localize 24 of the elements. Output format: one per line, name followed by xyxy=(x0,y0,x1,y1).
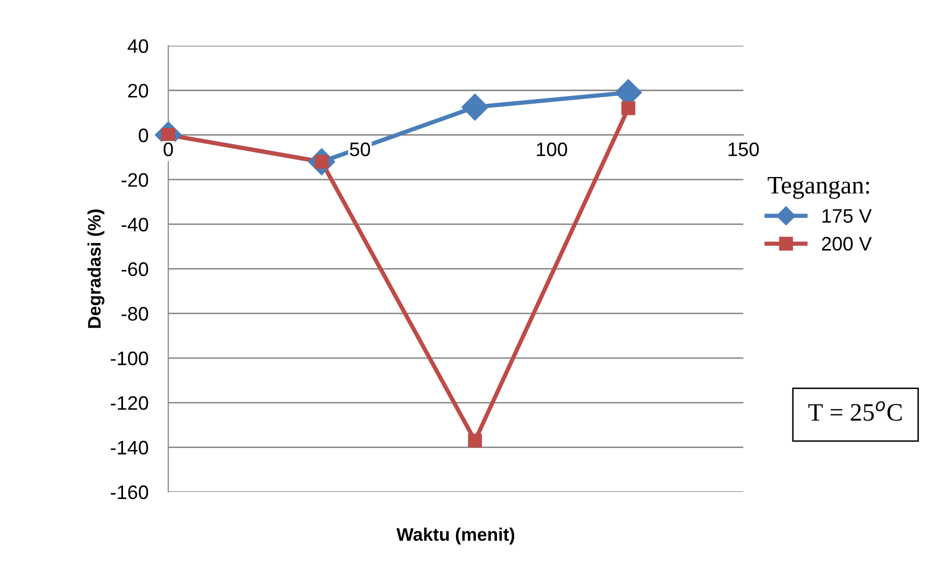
y-tick-label: -100 xyxy=(110,352,148,366)
y-tick-label: -60 xyxy=(122,262,148,276)
y-tick-label: 0 xyxy=(138,128,148,142)
y-tick-label: -140 xyxy=(110,440,148,455)
y-tick-label: -120 xyxy=(110,396,148,410)
y-tick-label: -20 xyxy=(122,173,148,187)
y-tick-label: 40 xyxy=(128,39,148,53)
x-axis-title: Waktu (menit) xyxy=(396,528,514,544)
x-tick-label: 50 xyxy=(350,142,370,156)
x-tick-label: 150 xyxy=(728,142,759,156)
legend-label: 175 V xyxy=(822,209,872,223)
point xyxy=(462,94,488,121)
y-tick-label: -160 xyxy=(110,485,148,500)
y-tick-label: 20 xyxy=(128,84,148,98)
x-tick-label: 0 xyxy=(164,142,173,156)
text: T = 25$^{o}$C xyxy=(808,401,902,421)
x-tick-label: 100 xyxy=(536,142,568,156)
y-axis-title: Degradasi (%) xyxy=(87,210,104,328)
legend-label: 200 V xyxy=(822,236,872,251)
point xyxy=(621,101,636,116)
legend-title: Tegangan: xyxy=(768,177,870,199)
y-tick-label: -80 xyxy=(122,306,148,321)
point xyxy=(468,434,482,448)
y-tick-label: -40 xyxy=(122,218,148,232)
